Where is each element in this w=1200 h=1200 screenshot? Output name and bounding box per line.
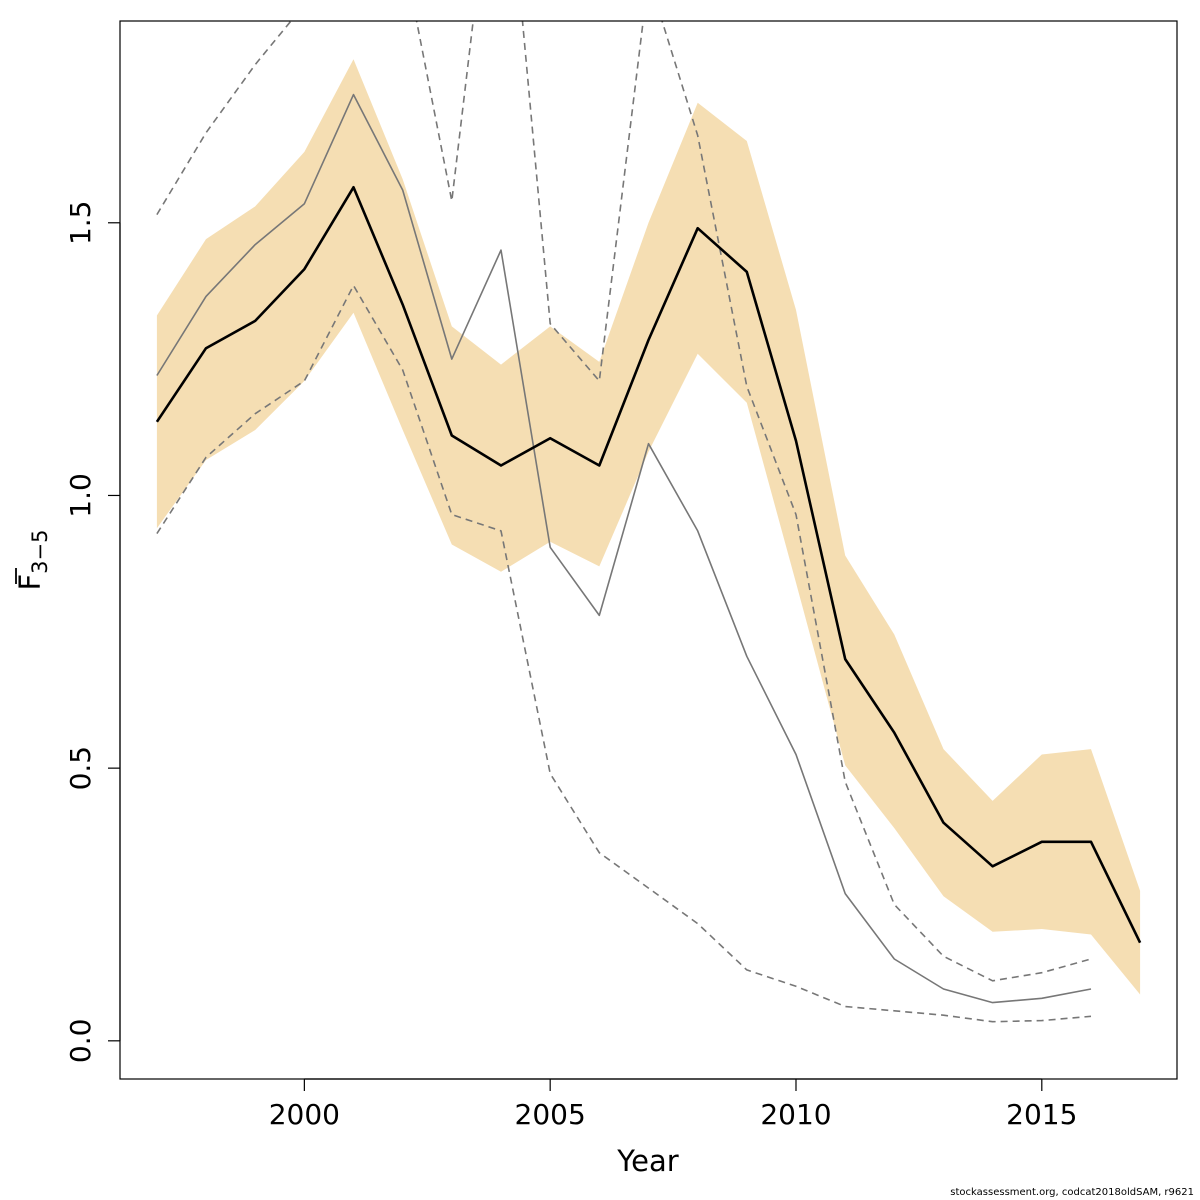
- estimate-line: [155, 186, 1142, 944]
- y-axis: 0.0 0.5 1.0 1.5: [64, 201, 121, 1064]
- y-axis-title: F3−5: [13, 529, 52, 590]
- x-tick-label: 2010: [760, 1098, 831, 1131]
- y-axis-title-subscript: 3−5: [28, 529, 52, 573]
- y-tick-label: 0.5: [64, 746, 97, 791]
- x-axis-title: Year: [616, 1144, 678, 1178]
- svg-text:F3−5: F3−5: [13, 529, 52, 590]
- x-axis: 2000 2005 2010 2015: [269, 1078, 1077, 1131]
- reference-estimate-line: [156, 93, 1092, 1004]
- y-tick-label: 1.0: [64, 473, 97, 518]
- x-tick-label: 2000: [269, 1098, 340, 1131]
- x-tick-label: 2005: [515, 1098, 586, 1131]
- plot-area: [155, 21, 1142, 1023]
- y-axis-title-main: F: [13, 574, 47, 591]
- reference-bound-line-1: [156, 284, 1092, 1023]
- confidence-band: [156, 59, 1141, 995]
- y-tick-label: 0.0: [64, 1019, 97, 1064]
- footer-credit: stockassessment.org, codcat2018oldSAM, r…: [950, 1187, 1194, 1198]
- x-tick-label: 2015: [1006, 1098, 1077, 1131]
- y-tick-label: 1.5: [64, 201, 97, 246]
